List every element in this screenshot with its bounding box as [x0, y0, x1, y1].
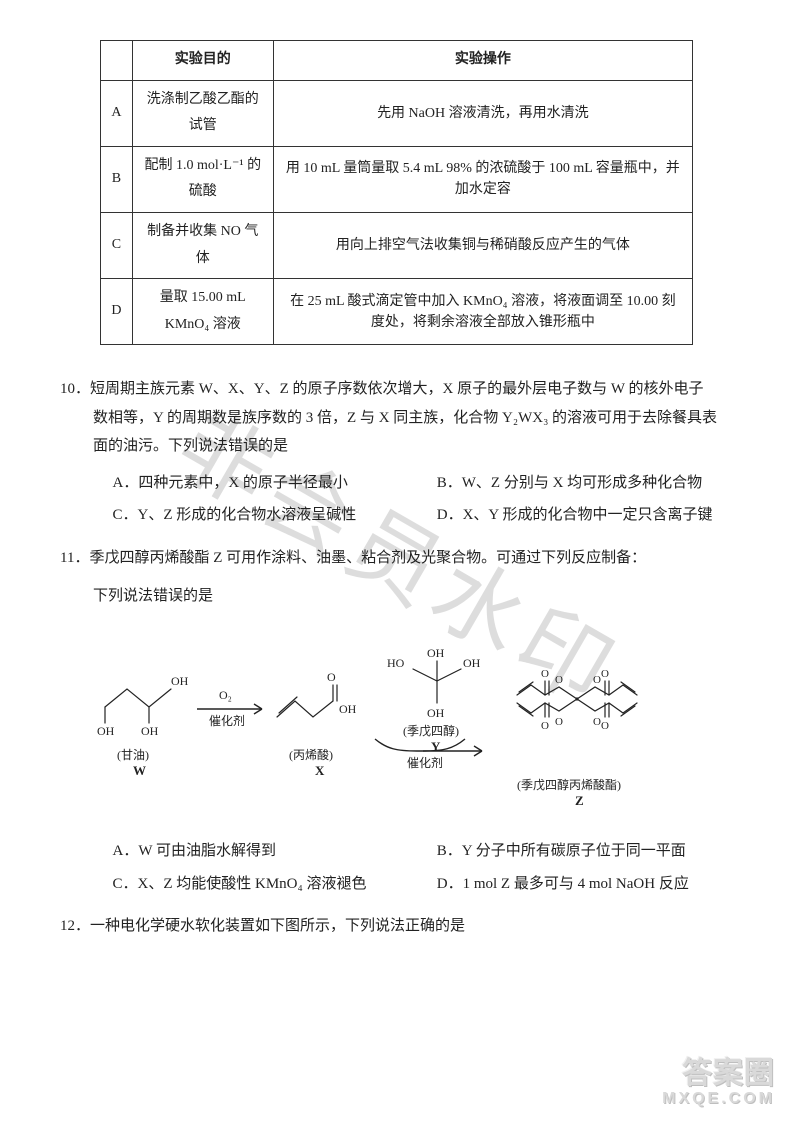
y-tag: Y — [431, 739, 441, 754]
q10-stem-line3: 面的油污。下列说法错误的是 — [60, 432, 733, 461]
q11-option-d: D．1 mol Z 最多可与 4 mol NaOH 反应 — [437, 870, 733, 899]
svg-text:O: O — [541, 668, 549, 680]
row-operation: 用 10 mL 量筒量取 5.4 mL 98% 的浓硫酸于 100 mL 容量瓶… — [274, 146, 693, 212]
q10-stem-line2: 数相等，Y 的周期数是族序数的 3 倍，Z 与 X 同主族，化合物 Y₂WX₃ … — [60, 404, 733, 433]
svg-text:HO: HO — [387, 656, 405, 670]
svg-text:O: O — [555, 674, 563, 686]
svg-text:O: O — [601, 668, 609, 680]
q11-number: 11． — [60, 550, 89, 566]
svg-text:O: O — [593, 674, 601, 686]
row-purpose: 量取 15.00 mL KMnO₄ 溶液 — [132, 279, 274, 345]
w-name: (甘油) — [117, 748, 149, 762]
svg-text:O: O — [601, 720, 609, 732]
q11-option-a: A．W 可由油脂水解得到 — [113, 837, 409, 866]
q11-option-b: B．Y 分子中所有碳原子位于同一平面 — [437, 837, 733, 866]
svg-text:OH: OH — [427, 706, 445, 720]
row-purpose: 配制 1.0 mol·L⁻¹ 的硫酸 — [132, 146, 274, 212]
q10-option-d: D．X、Y 形成的化合物中一定只含离子键 — [437, 501, 733, 530]
row-operation: 用向上排空气法收集铜与稀硝酸反应产生的气体 — [274, 212, 693, 278]
x-tag: X — [315, 763, 325, 778]
table-row: D 量取 15.00 mL KMnO₄ 溶液 在 25 mL 酸式滴定管中加入 … — [101, 279, 692, 345]
svg-text:OH: OH — [427, 646, 445, 660]
question-10: 10．短周期主族元素 W、X、Y、Z 的原子序数依次增大，X 原子的最外层电子数… — [60, 375, 733, 530]
row-purpose: 洗涤制乙酸乙酯的试管 — [132, 80, 274, 146]
row-operation: 在 25 mL 酸式滴定管中加入 KMnO₄ 溶液，将液面调至 10.00 刻度… — [274, 279, 693, 345]
svg-text:O: O — [593, 716, 601, 728]
q10-stem-line1: 短周期主族元素 W、X、Y、Z 的原子序数依次增大，X 原子的最外层电子数与 W… — [90, 381, 703, 397]
z-tag: Z — [575, 793, 584, 808]
corner-stamp: 答案圈 MXQE.COM — [662, 1057, 775, 1108]
q10-option-a: A．四种元素中，X 的原子半径最小 — [113, 469, 409, 498]
table-header-row: 实验目的 实验操作 — [101, 41, 692, 81]
svg-text:OH: OH — [97, 724, 115, 738]
y-name: (季戊四醇) — [403, 723, 459, 738]
q12-number: 12． — [60, 918, 90, 934]
w-tag: W — [133, 763, 146, 778]
question-11: 11．季戊四醇丙烯酸酯 Z 可用作涂料、油墨、粘合剂及光聚合物。可通过下列反应制… — [60, 544, 733, 899]
q10-option-b: B．W、Z 分别与 X 均可形成多种化合物 — [437, 469, 733, 498]
col-operation: 实验操作 — [274, 41, 693, 81]
svg-text:O: O — [555, 716, 563, 728]
row-id: A — [101, 80, 132, 146]
table-row: A 洗涤制乙酸乙酯的试管 先用 NaOH 溶液清洗，再用水清洗 — [101, 80, 692, 146]
svg-text:OH: OH — [141, 724, 159, 738]
q11-option-c: C．X、Z 均能使酸性 KMnO₄ 溶液褪色 — [113, 870, 409, 899]
z-name: (季戊四醇丙烯酸酯) — [517, 777, 621, 792]
row-id: D — [101, 279, 132, 345]
row-id: C — [101, 212, 132, 278]
q11-stem-line1: 季戊四醇丙烯酸酯 Z 可用作涂料、油墨、粘合剂及光聚合物。可通过下列反应制备： — [89, 550, 646, 566]
stamp-line1: 答案圈 — [662, 1057, 775, 1090]
reaction-scheme: OH OH OH (甘油) W O₂ 催化剂 — [60, 629, 733, 830]
table-row: B 配制 1.0 mol·L⁻¹ 的硫酸 用 10 mL 量筒量取 5.4 mL… — [101, 146, 692, 212]
stamp-line2: MXQE.COM — [662, 1090, 775, 1108]
row-operation: 先用 NaOH 溶液清洗，再用水清洗 — [274, 80, 693, 146]
arrow1-top: O₂ — [219, 688, 232, 702]
svg-text:OH: OH — [463, 656, 481, 670]
q12-stem: 一种电化学硬水软化装置如下图所示，下列说法正确的是 — [90, 918, 465, 934]
svg-text:OH: OH — [339, 702, 357, 716]
question-12: 12．一种电化学硬水软化装置如下图所示，下列说法正确的是 — [60, 912, 733, 941]
svg-text:OH: OH — [171, 674, 189, 688]
table-row: C 制备并收集 NO 气体 用向上排空气法收集铜与稀硝酸反应产生的气体 — [101, 212, 692, 278]
svg-text:O: O — [541, 720, 549, 732]
svg-text:O: O — [327, 670, 336, 684]
row-purpose: 制备并收集 NO 气体 — [132, 212, 274, 278]
col-blank — [101, 41, 132, 81]
q10-option-c: C．Y、Z 形成的化合物水溶液呈碱性 — [113, 501, 409, 530]
q11-stem-line2: 下列说法错误的是 — [60, 582, 733, 611]
q10-number: 10． — [60, 381, 90, 397]
row-id: B — [101, 146, 132, 212]
arrow2-bot: 催化剂 — [407, 755, 443, 770]
arrow1-bot: 催化剂 — [209, 713, 245, 728]
x-name: (丙烯酸) — [289, 747, 333, 762]
col-purpose: 实验目的 — [132, 41, 274, 81]
experiment-table: 实验目的 实验操作 A 洗涤制乙酸乙酯的试管 先用 NaOH 溶液清洗，再用水清… — [100, 40, 692, 345]
